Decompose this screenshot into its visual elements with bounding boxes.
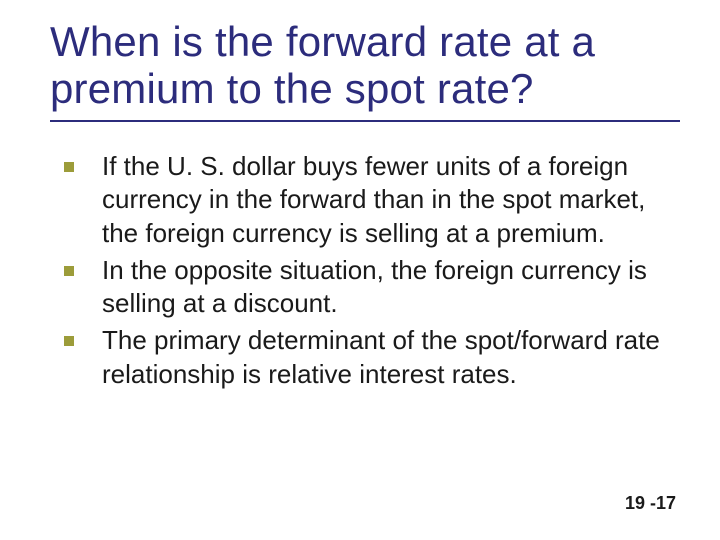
bullet-text: The primary determinant of the spot/forw… <box>102 324 680 391</box>
slide: When is the forward rate at a premium to… <box>0 0 720 540</box>
slide-title: When is the forward rate at a premium to… <box>50 18 680 112</box>
bullet-text: In the opposite situation, the foreign c… <box>102 254 680 321</box>
list-item: If the U. S. dollar buys fewer units of … <box>64 150 680 250</box>
list-item: In the opposite situation, the foreign c… <box>64 254 680 321</box>
square-bullet-icon <box>64 162 74 172</box>
square-bullet-icon <box>64 266 74 276</box>
square-bullet-icon <box>64 336 74 346</box>
list-item: The primary determinant of the spot/forw… <box>64 324 680 391</box>
page-number: 19 -17 <box>625 493 676 514</box>
bullet-text: If the U. S. dollar buys fewer units of … <box>102 150 680 250</box>
title-underline <box>50 120 680 122</box>
bullet-list: If the U. S. dollar buys fewer units of … <box>50 150 680 391</box>
